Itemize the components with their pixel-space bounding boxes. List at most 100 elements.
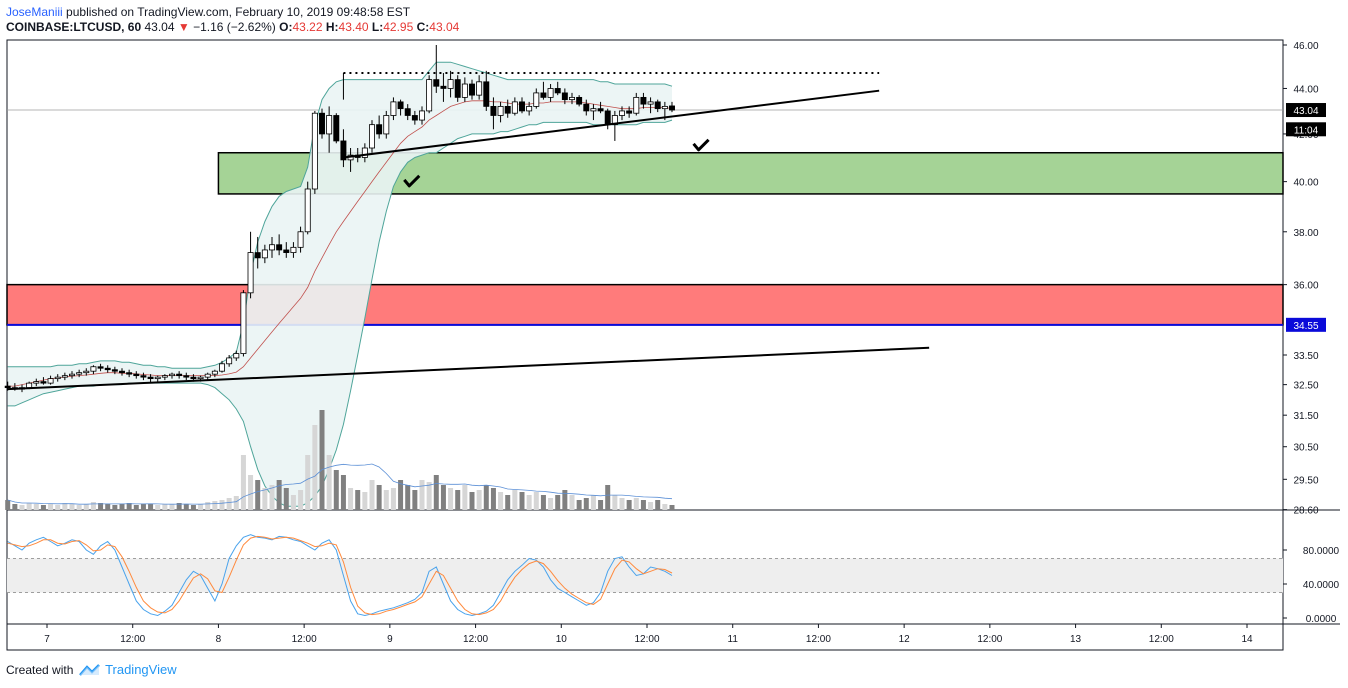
candle (333, 113, 340, 144)
candle (54, 374, 61, 382)
candle (540, 81, 547, 100)
volume-bar (240, 455, 246, 510)
candle (283, 242, 290, 258)
candle-body (4, 385, 11, 389)
volume-bar (162, 504, 168, 510)
candle (397, 99, 404, 116)
chart-frame (6, 39, 1340, 651)
candle-body (69, 373, 75, 377)
volume-bar (476, 490, 482, 510)
last-price: 43.04 (144, 20, 175, 34)
chart-header: JoseManiii published on TradingView.com,… (6, 5, 459, 35)
stoch-tick-label: 40.0000 (1303, 580, 1340, 591)
price-tick-label: 40.00 (1293, 178, 1318, 189)
volume-bar (612, 495, 618, 510)
check-icon (692, 138, 710, 152)
candle-body (504, 105, 511, 114)
candle-body (461, 83, 468, 98)
volume-ma (7, 463, 673, 505)
volume-bar (198, 504, 204, 510)
candle-body (569, 96, 575, 101)
candle (269, 236, 275, 258)
candle-body (511, 101, 518, 114)
candle (569, 92, 575, 105)
candle (76, 369, 83, 378)
support-zone (6, 283, 1284, 326)
volume-bar (512, 490, 518, 510)
volume-bar (519, 492, 525, 510)
candle (226, 355, 233, 367)
volume-bar (90, 502, 96, 510)
candle (361, 143, 368, 163)
price-axis[interactable]: 46.0044.0042.0040.0038.0036.0033.5032.50… (1283, 41, 1326, 517)
volume-bar (312, 425, 318, 510)
published-text: published on TradingView.com, February 1… (66, 5, 411, 19)
candle-body (76, 372, 83, 375)
candle-body (197, 376, 204, 380)
volume-bar (426, 482, 432, 510)
candle (240, 290, 247, 357)
volume-bar (148, 504, 154, 510)
candle-body (169, 373, 175, 377)
candle-body (283, 249, 290, 253)
candle-body (33, 381, 40, 384)
candle (326, 106, 333, 153)
candle (119, 368, 125, 376)
candle-body (154, 376, 161, 380)
candle-body (240, 292, 247, 354)
price-tick-label: 38.00 (1293, 228, 1318, 239)
candle-body (233, 353, 240, 359)
volume-bar (255, 480, 261, 510)
price-tick-label: 30.50 (1293, 443, 1318, 454)
candle (319, 108, 325, 139)
candle (597, 101, 604, 114)
tradingview-logo-icon (78, 664, 101, 679)
volume-bar (276, 480, 282, 510)
candle-body (476, 81, 483, 96)
candle (40, 377, 47, 385)
volume-bar (340, 475, 346, 510)
volume-bar (269, 485, 275, 510)
candle (626, 106, 633, 118)
candle-body (583, 103, 590, 112)
time-tick-label: 12:00 (977, 634, 1002, 645)
candle (304, 181, 311, 235)
candle (104, 365, 111, 373)
volume-bar (498, 492, 504, 510)
candle-body (454, 79, 461, 98)
candle (654, 99, 661, 113)
candle (176, 371, 183, 379)
volume-bar (112, 505, 118, 510)
candle-body (161, 375, 168, 378)
candle (476, 75, 483, 100)
trendline (7, 346, 930, 391)
candle (254, 236, 261, 269)
time-tick-label: 13 (1070, 634, 1082, 645)
candle-body (176, 373, 183, 377)
price-tag-label: 34.55 (1293, 321, 1318, 332)
price-change: −1.16 (−2.62%) (193, 20, 276, 34)
low-label: L: (371, 20, 384, 34)
candle-body (126, 372, 133, 375)
time-tick-label: 12:00 (463, 634, 488, 645)
volume-bar (305, 455, 311, 510)
volume-bar (155, 505, 161, 510)
volume-bar (626, 500, 632, 510)
volume-bar (526, 495, 532, 510)
candle (647, 97, 654, 114)
candle (219, 360, 225, 373)
candle (583, 99, 590, 116)
candle (633, 92, 640, 116)
candle-body (376, 124, 383, 135)
time-axis[interactable]: 7 12:00 8 12:00 9 12:00 10 12:00 11 12:00 12 12:00 1… (44, 624, 1253, 645)
candle-body (276, 244, 283, 251)
volume-bar (640, 500, 646, 510)
volume-bar (562, 490, 568, 510)
tradingview-brand[interactable]: TradingView (105, 662, 177, 677)
candle-body (647, 101, 654, 105)
author-link[interactable]: JoseManiii (6, 5, 63, 19)
candle (454, 75, 461, 102)
candle (497, 101, 504, 123)
candle-body (133, 373, 140, 377)
